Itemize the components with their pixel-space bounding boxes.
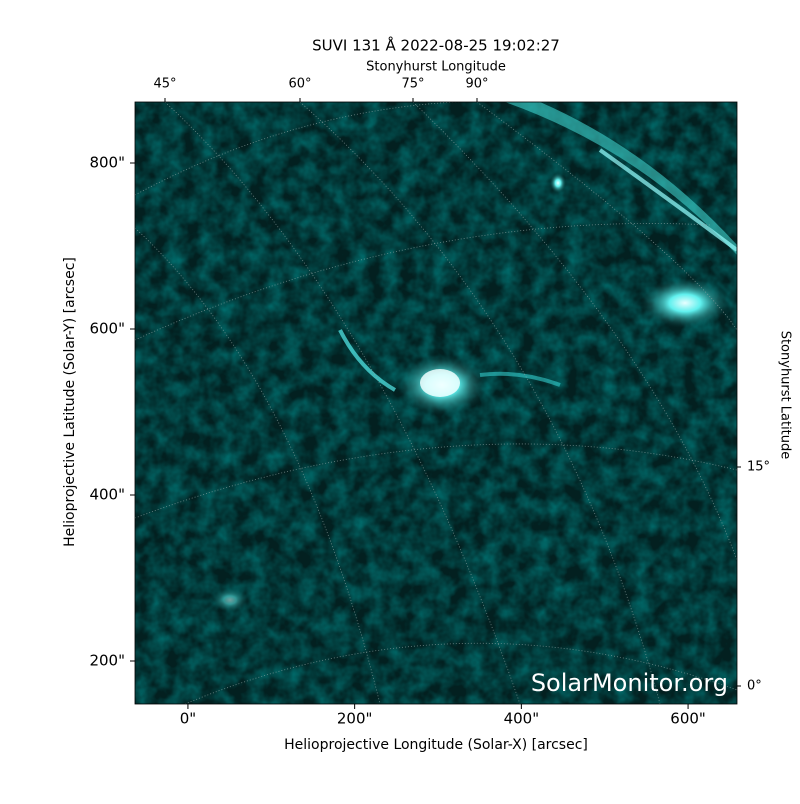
top-tick-label: 60° — [288, 77, 311, 92]
top-axis-label: Stonyhurst Longitude — [366, 60, 506, 75]
x-tick-label: 400" — [504, 710, 540, 728]
top-tick-label: 90° — [465, 77, 488, 92]
right-axis-label: Stonyhurst Latitude — [778, 331, 793, 460]
y-axis-label: Helioprojective Latitude (Solar-Y) [arcs… — [62, 257, 78, 547]
right-tick-label: 15° — [747, 460, 770, 475]
y-tick-label: 200" — [89, 652, 125, 670]
watermark: SolarMonitor.org — [531, 669, 728, 697]
right-tick-label: 0° — [747, 679, 762, 694]
x-axis-label: Helioprojective Longitude (Solar-X) [arc… — [284, 737, 588, 753]
top-tick-label: 75° — [401, 77, 424, 92]
x-tick-label: 600" — [670, 710, 706, 728]
y-tick-label: 400" — [89, 486, 125, 504]
chart-title: SUVI 131 Å 2022-08-25 19:02:27 — [312, 36, 560, 55]
y-tick-label: 600" — [89, 320, 125, 338]
solar-image — [135, 102, 737, 704]
y-tick-label: 800" — [89, 154, 125, 172]
x-tick-label: 200" — [337, 710, 373, 728]
x-tick-label: 0" — [180, 710, 196, 728]
top-tick-label: 45° — [153, 77, 176, 92]
plot-frame — [134, 101, 738, 705]
